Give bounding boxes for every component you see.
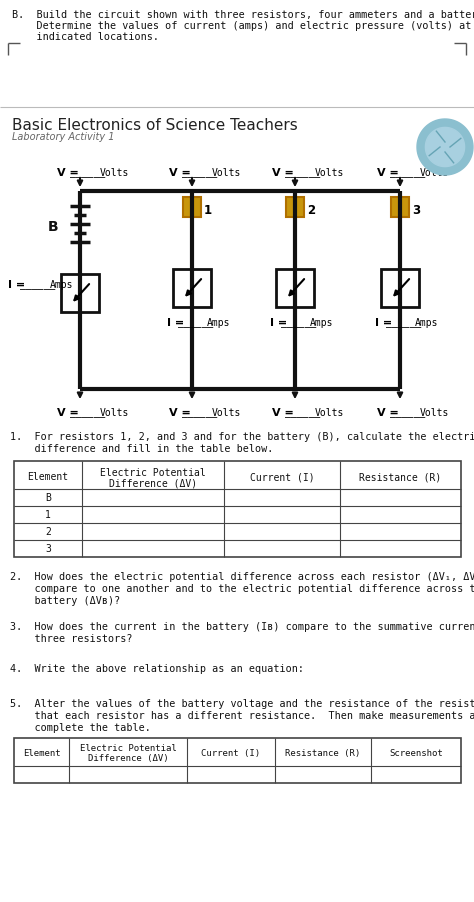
Text: ______: ______: [182, 168, 217, 178]
Text: Volts: Volts: [212, 408, 241, 418]
Text: complete the table.: complete the table.: [10, 723, 151, 732]
Text: ______: ______: [281, 318, 316, 327]
Text: 1.  For resistors 1, 2, and 3 and for the battery (B), calculate the electric po: 1. For resistors 1, 2, and 3 and for the…: [10, 431, 474, 441]
Text: compare to one another and to the electric potential difference across the: compare to one another and to the electr…: [10, 584, 474, 594]
Text: V =: V =: [377, 408, 399, 418]
Text: 4.  Write the above relationship as an equation:: 4. Write the above relationship as an eq…: [10, 663, 304, 673]
Text: 2.  How does the electric potential difference across each resistor (ΔV₁, ΔV₂, Δ: 2. How does the electric potential diffe…: [10, 571, 474, 582]
Polygon shape: [425, 128, 465, 168]
Text: Resistance (R): Resistance (R): [285, 748, 361, 757]
Text: ______: ______: [386, 318, 421, 327]
Text: B: B: [432, 160, 439, 170]
Text: V =: V =: [272, 408, 294, 418]
Text: Electric Potential: Electric Potential: [80, 743, 176, 752]
Text: 3.  How does the current in the battery (Iʙ) compare to the summative current in: 3. How does the current in the battery (…: [10, 621, 474, 631]
Text: Resistance (R): Resistance (R): [359, 472, 442, 482]
Text: V =: V =: [169, 408, 191, 418]
Text: 1: 1: [45, 510, 51, 520]
Text: I =: I =: [375, 318, 392, 327]
Text: ______: ______: [285, 168, 320, 178]
Text: Amps: Amps: [50, 280, 73, 290]
Text: Amps: Amps: [310, 318, 334, 327]
Text: Current (I): Current (I): [250, 472, 314, 482]
Text: 2: 2: [307, 203, 315, 216]
Text: Screenshot: Screenshot: [389, 748, 443, 757]
Text: B: B: [45, 492, 51, 502]
Text: 1: 1: [204, 203, 212, 216]
Text: ______: ______: [20, 280, 55, 290]
Text: Difference (ΔV): Difference (ΔV): [109, 477, 197, 487]
Text: difference and fill in the table below.: difference and fill in the table below.: [10, 444, 273, 454]
Text: Volts: Volts: [420, 168, 449, 178]
Text: V =: V =: [169, 168, 191, 178]
Bar: [381, 270, 419, 308]
Text: 2: 2: [45, 527, 51, 537]
Text: ______: ______: [178, 318, 213, 327]
Text: V =: V =: [272, 168, 294, 178]
Text: Current (I): Current (I): [201, 748, 261, 757]
Bar: [14, 462, 461, 557]
Bar: [391, 198, 409, 217]
Bar: [61, 275, 99, 313]
Text: I =: I =: [8, 280, 25, 290]
Text: three resistors?: three resistors?: [10, 633, 133, 643]
Text: Element: Element: [23, 748, 60, 757]
Text: ______: ______: [70, 408, 105, 418]
Text: 3: 3: [412, 203, 420, 216]
Text: Volts: Volts: [420, 408, 449, 418]
Text: ______: ______: [285, 408, 320, 418]
Bar: [14, 738, 461, 783]
Text: Determine the values of current (amps) and electric pressure (volts) at the: Determine the values of current (amps) a…: [12, 21, 474, 31]
Text: B.  Build the circuit shown with three resistors, four ammeters and a battery.: B. Build the circuit shown with three re…: [12, 10, 474, 20]
Text: ______: ______: [70, 168, 105, 178]
Text: ______: ______: [390, 408, 425, 418]
Text: Basic Electronics of Science Teachers: Basic Electronics of Science Teachers: [12, 118, 298, 133]
Text: Electric Potential: Electric Potential: [100, 467, 206, 477]
Text: Amps: Amps: [207, 318, 230, 327]
Text: Difference (ΔV): Difference (ΔV): [88, 753, 168, 762]
Text: I =: I =: [270, 318, 287, 327]
Text: indicated locations.: indicated locations.: [12, 32, 159, 42]
Text: ______: ______: [390, 168, 425, 178]
Text: V =: V =: [57, 168, 79, 178]
Text: 3: 3: [45, 543, 51, 554]
Text: Volts: Volts: [100, 168, 129, 178]
Text: Element: Element: [27, 472, 69, 482]
Text: B: B: [48, 220, 59, 234]
Text: battery (ΔVʙ)?: battery (ΔVʙ)?: [10, 595, 120, 605]
Text: Volts: Volts: [315, 408, 345, 418]
Text: 5.  Alter the values of the battery voltage and the resistance of the resistors : 5. Alter the values of the battery volta…: [10, 698, 474, 708]
Text: V =: V =: [377, 168, 399, 178]
Text: I =: I =: [167, 318, 184, 327]
Text: Laboratory Activity 1: Laboratory Activity 1: [12, 132, 115, 142]
Text: Volts: Volts: [100, 408, 129, 418]
Bar: [286, 198, 304, 217]
Text: Amps: Amps: [415, 318, 438, 327]
Text: V =: V =: [57, 408, 79, 418]
Text: that each resistor has a different resistance.  Then make measurements and: that each resistor has a different resis…: [10, 710, 474, 720]
Bar: [183, 198, 201, 217]
Polygon shape: [417, 120, 473, 176]
Text: Volts: Volts: [212, 168, 241, 178]
Bar: [276, 270, 314, 308]
Text: ______: ______: [182, 408, 217, 418]
Text: Volts: Volts: [315, 168, 345, 178]
Bar: [173, 270, 211, 308]
